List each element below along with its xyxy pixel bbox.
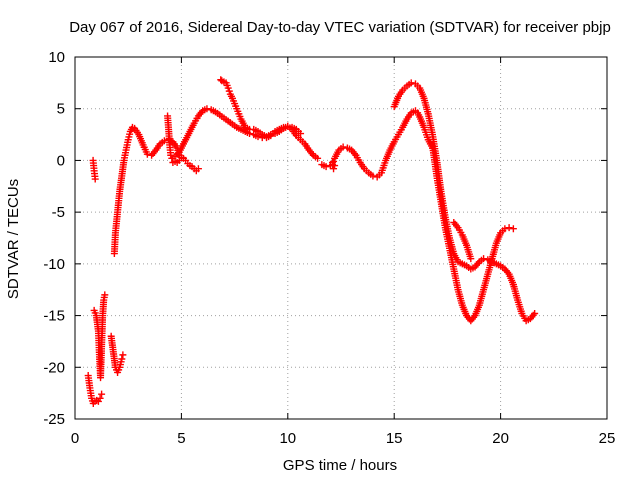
grid-lines bbox=[75, 57, 607, 419]
y-tick-label: -25 bbox=[43, 411, 65, 428]
data-point bbox=[369, 172, 377, 180]
data-point bbox=[407, 79, 415, 87]
y-tick-label: 5 bbox=[57, 101, 65, 118]
data-point bbox=[531, 310, 539, 318]
plot-area-border bbox=[74, 56, 608, 420]
y-axis-label: SDTVAR / TECUs bbox=[5, 179, 22, 299]
data-point bbox=[91, 175, 99, 183]
data-points bbox=[84, 76, 539, 407]
data-point bbox=[322, 163, 330, 171]
y-tick-label: -5 bbox=[52, 204, 65, 221]
data-point bbox=[119, 351, 127, 359]
y-tick-label: -10 bbox=[43, 256, 65, 273]
data-point bbox=[96, 394, 104, 402]
data-point bbox=[330, 165, 338, 173]
data-point bbox=[267, 131, 275, 139]
data-point bbox=[501, 225, 509, 233]
data-point bbox=[101, 291, 109, 299]
x-axis-label: GPS time / hours bbox=[283, 457, 397, 474]
y-tick-label: 0 bbox=[57, 152, 65, 169]
x-tick-label: 10 bbox=[279, 430, 296, 447]
data-point bbox=[194, 165, 202, 173]
y-tick-label: -20 bbox=[43, 359, 65, 376]
data-point bbox=[505, 224, 513, 232]
data-point bbox=[339, 143, 347, 151]
data-point bbox=[467, 255, 475, 263]
y-tick-label: -15 bbox=[43, 308, 65, 325]
axis-ticks: 0 5 10 15 20 25 -25 -20 -15 -10 -5 0 5 10 bbox=[43, 49, 615, 447]
x-tick-label: 0 bbox=[71, 430, 79, 447]
data-point bbox=[224, 84, 232, 92]
data-point bbox=[203, 105, 211, 113]
data-point bbox=[225, 87, 233, 95]
data-point bbox=[331, 162, 339, 170]
x-tick-label: 5 bbox=[177, 430, 185, 447]
x-tick-label: 15 bbox=[386, 430, 403, 447]
chart-title: Day 067 of 2016, Sidereal Day-to-day VTE… bbox=[69, 19, 611, 36]
data-point bbox=[509, 225, 517, 233]
data-point bbox=[480, 255, 488, 263]
x-tick-label: 20 bbox=[492, 430, 509, 447]
data-point bbox=[118, 355, 126, 363]
data-point bbox=[98, 390, 106, 398]
y-tick-label: 10 bbox=[48, 49, 65, 66]
data-point bbox=[314, 154, 322, 162]
x-tick-label: 25 bbox=[599, 430, 616, 447]
